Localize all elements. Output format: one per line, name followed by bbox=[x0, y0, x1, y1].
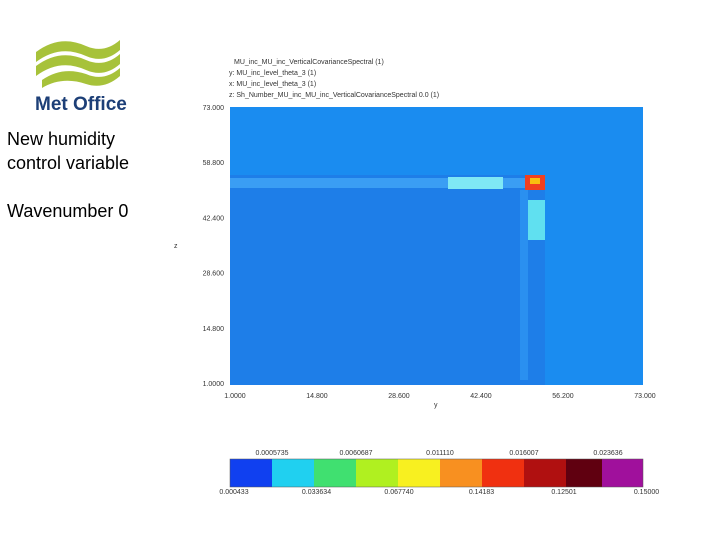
plot-header: z: Sh_Number_MU_inc_MU_inc_VerticalCovar… bbox=[229, 92, 439, 99]
colorbar-label: 0.0060687 bbox=[339, 450, 372, 457]
colorbar-label: 0.023636 bbox=[593, 450, 622, 457]
plot-header: y: MU_inc_level_theta_3 (1) bbox=[229, 70, 316, 77]
logo-text: Met Office bbox=[35, 94, 127, 115]
y-tick-label: 73.000 bbox=[203, 105, 225, 112]
colorbar-label: 0.067740 bbox=[384, 489, 413, 496]
colorbar-bottom-labels: 0.000433 0.033634 0.067740 0.14183 0.12501 0.… bbox=[219, 489, 659, 496]
colorbar-label: 0.016007 bbox=[509, 450, 538, 457]
x-tick-label: 73.000 bbox=[634, 393, 656, 400]
y-tick-label: 42.400 bbox=[203, 215, 225, 222]
colorbar-label: 0.15000 bbox=[634, 489, 659, 496]
x-ticks: 1.0000 14.800 28.600 42.400 56.200 73.000 bbox=[224, 393, 656, 400]
y-tick-label: 58.800 bbox=[203, 160, 225, 167]
colorbar-label: 0.000433 bbox=[219, 489, 248, 496]
heatmap bbox=[230, 107, 643, 385]
side-text: Wavenumber 0 bbox=[7, 201, 129, 221]
y-tick-label: 1.0000 bbox=[203, 381, 225, 388]
x-tick-label: 14.800 bbox=[306, 393, 328, 400]
x-tick-label: 28.600 bbox=[388, 393, 410, 400]
y-axis-label: z bbox=[174, 243, 178, 250]
logo: Met Office bbox=[35, 40, 127, 115]
side-text: New humidity control variable bbox=[7, 129, 130, 173]
plot-header: MU_inc_MU_inc_VerticalCovarianceSpectral… bbox=[234, 59, 384, 66]
x-axis-label: y bbox=[434, 402, 438, 409]
colorbar bbox=[229, 458, 644, 488]
x-tick-label: 42.400 bbox=[470, 393, 492, 400]
y-tick-label: 28.600 bbox=[203, 271, 225, 278]
y-ticks: 73.000 58.800 42.400 28.600 14.800 1.0000 bbox=[203, 105, 225, 388]
colorbar-label: 0.033634 bbox=[302, 489, 331, 496]
x-tick-label: 56.200 bbox=[552, 393, 574, 400]
y-tick-label: 14.800 bbox=[203, 326, 225, 333]
colorbar-top-labels: 0.0005735 0.0060687 0.011110 0.016007 0.0236… bbox=[255, 450, 622, 457]
x-tick-label: 1.0000 bbox=[224, 393, 246, 400]
colorbar-label: 0.12501 bbox=[551, 489, 576, 496]
plot-header: x: MU_inc_level_theta_3 (1) bbox=[229, 81, 316, 88]
colorbar-label: 0.011110 bbox=[426, 450, 454, 457]
colorbar-label: 0.0005735 bbox=[255, 450, 288, 457]
colorbar-label: 0.14183 bbox=[469, 489, 494, 496]
